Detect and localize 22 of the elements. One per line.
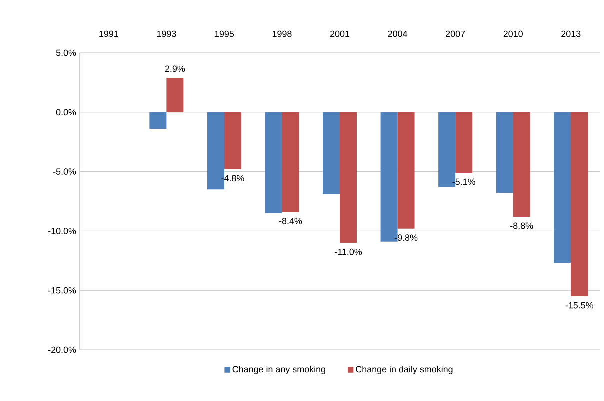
- data-label: 2.9%: [165, 66, 186, 72]
- data-label: -8.4%: [279, 218, 302, 224]
- x-tick-label: 1995: [215, 30, 234, 38]
- x-tick-label: 1998: [272, 30, 292, 38]
- x-tick-label: 2013: [562, 30, 581, 38]
- y-tick-label: -10.0%: [48, 228, 76, 234]
- legend-label: Change in daily smoking: [356, 366, 453, 374]
- y-tick-label: 5.0%: [56, 50, 76, 56]
- data-label: -15.5%: [566, 302, 594, 309]
- x-tick-label: 1991: [100, 30, 118, 38]
- x-tick-label: 1993: [157, 30, 176, 38]
- legend-label: Change in any smoking: [232, 366, 326, 374]
- x-tick-label: 2007: [446, 30, 466, 38]
- data-label: -11.0%: [335, 248, 362, 256]
- y-tick-label: 0.0%: [56, 109, 76, 116]
- y-tick-label: -20.0%: [48, 346, 76, 354]
- y-tick-label: -15.0%: [48, 287, 76, 294]
- x-tick-label: 2004: [388, 30, 408, 38]
- y-tick-label: -5.0%: [53, 168, 76, 175]
- data-label: -8.8%: [510, 222, 534, 230]
- x-tick-label: 2010: [504, 30, 523, 38]
- x-tick-label: 2001: [330, 30, 350, 38]
